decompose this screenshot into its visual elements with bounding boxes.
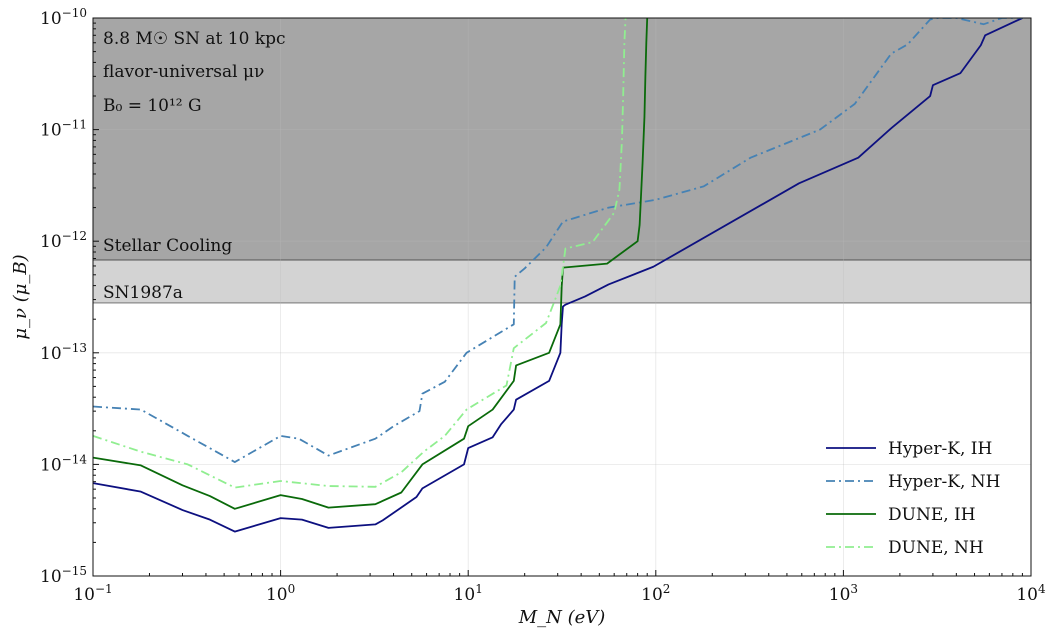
y-tick-label: 10−13 (40, 341, 87, 364)
series-line-3 (93, 18, 627, 489)
x-tick-label: 101 (454, 582, 483, 605)
x-tick-label: 104 (1016, 582, 1046, 605)
legend-label-0: Hyper-K, IH (888, 439, 992, 459)
x-tick-label: 103 (829, 582, 858, 605)
x-tick-label: 100 (266, 582, 295, 605)
annotation-supernova: 8.8 M☉ SN at 10 kpc (103, 29, 286, 49)
x-axis-label: M_N (eV) (518, 607, 606, 628)
x-tick-label: 10−1 (73, 582, 112, 605)
legend: Hyper-K, IH Hyper-K, NH DUNE, IH DUNE, NH (826, 439, 1000, 558)
exclusion-regions (93, 18, 1031, 304)
legend-label-2: DUNE, IH (888, 505, 976, 525)
region-stellar-cooling (93, 18, 1031, 260)
annotation-flavor-universal: flavor-universal μν (103, 62, 264, 82)
y-axis-label: μ_ν (μ_B) (10, 254, 31, 339)
series-line-2 (93, 18, 649, 510)
region-label-stellar-cooling: Stellar Cooling (103, 236, 232, 256)
y-tick-label: 10−15 (40, 564, 87, 587)
series-line-0 (93, 18, 1023, 533)
series-layer (93, 18, 1023, 533)
y-tick-label: 10−11 (40, 118, 87, 141)
y-tick-label: 10−12 (40, 229, 87, 252)
legend-label-1: Hyper-K, NH (888, 472, 1000, 492)
series-line-1 (93, 18, 1023, 463)
plot-frame (92, 17, 1032, 577)
region-label-sn1987a: SN1987a (103, 283, 183, 303)
annotation-magnetic-field: B₀ = 10¹² G (103, 96, 202, 116)
legend-label-3: DUNE, NH (888, 538, 984, 558)
axis-ticks: 10−1 100 101 102 103 104 10−15 10−14 10−13 10−12 1… (40, 6, 1046, 605)
y-tick-label: 10−10 (40, 6, 87, 29)
y-tick-label: 10−14 (40, 452, 87, 475)
x-tick-label: 102 (641, 582, 670, 605)
